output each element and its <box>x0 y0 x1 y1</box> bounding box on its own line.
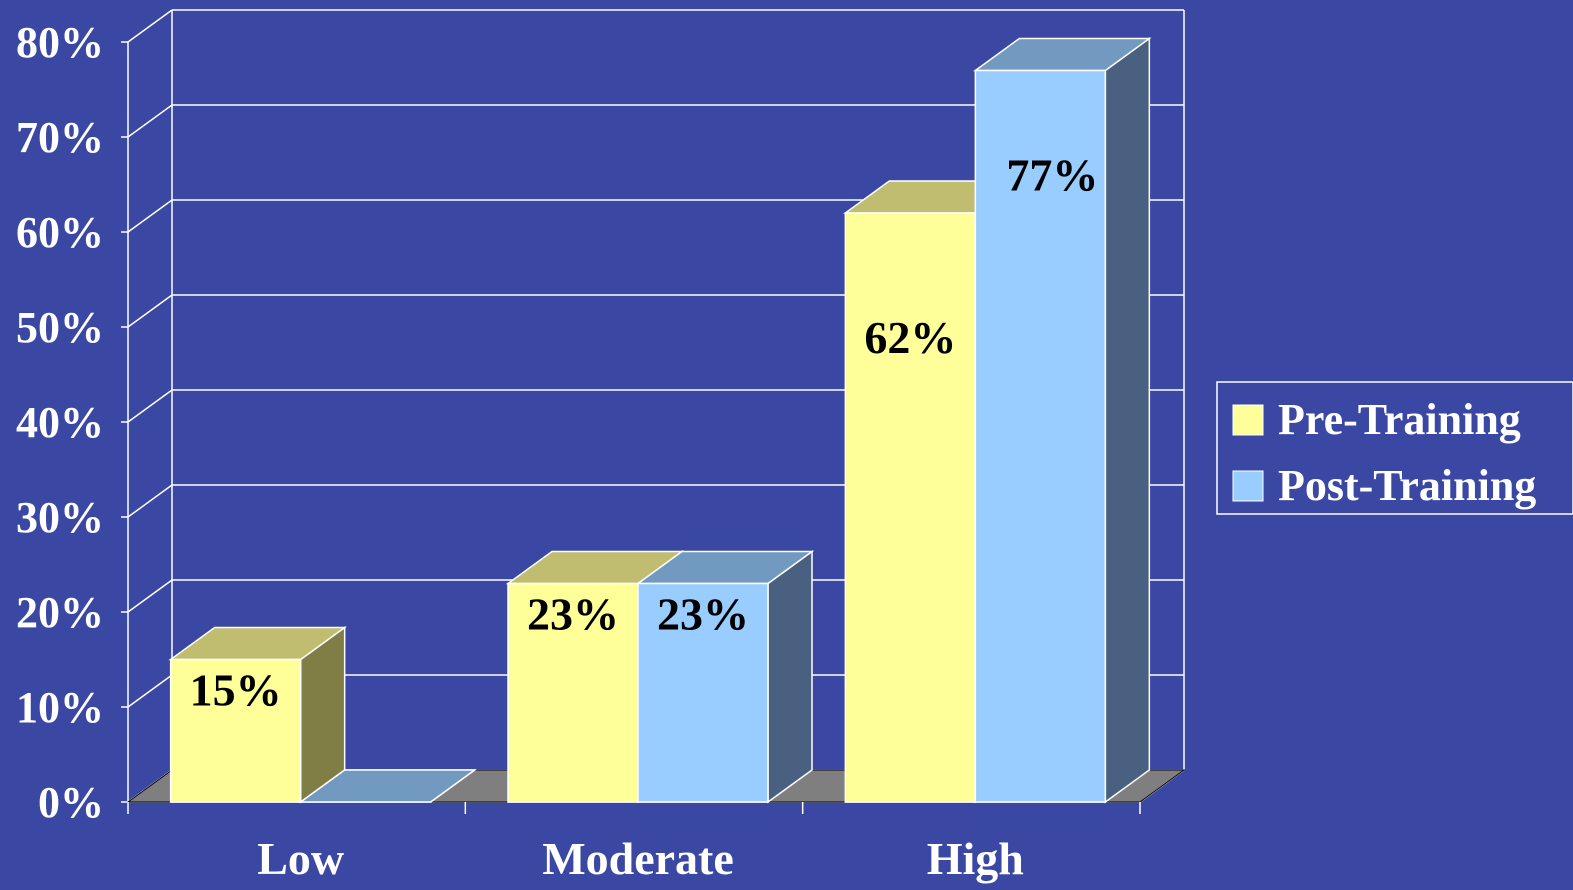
wall-gridline <box>127 484 173 518</box>
bar-front <box>507 582 639 803</box>
wall-gridline <box>127 674 173 708</box>
y-tick-label: 70% <box>16 113 104 162</box>
bar-front <box>169 658 302 803</box>
wall-gridline <box>127 199 173 233</box>
y-tick-label: 10% <box>16 683 104 732</box>
wall-gridline <box>127 389 173 423</box>
bar-side <box>767 550 813 804</box>
wall-gridline <box>127 579 173 613</box>
y-tick-label: 20% <box>16 588 104 637</box>
bar-pre-training-low: 15% <box>168 626 347 804</box>
x-tick-label: Moderate <box>542 833 734 884</box>
legend-swatch <box>1232 470 1264 502</box>
y-tick-label: 30% <box>16 493 104 542</box>
y-tick-label: 50% <box>16 303 104 352</box>
legend-label: Post-Training <box>1278 461 1536 510</box>
wall-gridline <box>127 9 173 43</box>
y-tick-label: 40% <box>16 398 104 447</box>
data-label: 23% <box>527 589 619 640</box>
bar-front <box>974 69 1107 803</box>
wall-gridline <box>127 104 173 138</box>
bar-post-training-low <box>298 769 477 803</box>
y-tick-label: 80% <box>16 18 104 67</box>
y-tick-label: 0% <box>38 778 104 827</box>
bar-top <box>298 769 477 803</box>
wall-gridline <box>127 294 173 328</box>
legend-swatch <box>1232 404 1264 436</box>
data-label: 62% <box>864 312 956 363</box>
bar-front <box>637 582 769 803</box>
x-tick-label: High <box>927 833 1024 884</box>
legend-label: Pre-Training <box>1278 395 1521 444</box>
x-tick-label: Low <box>257 833 344 884</box>
bar-side <box>1104 37 1151 804</box>
data-label: 15% <box>190 665 282 716</box>
y-tick-label: 60% <box>16 208 104 257</box>
data-label: 77% <box>1006 150 1098 201</box>
bar-post-training-moderate: 23% <box>635 550 815 804</box>
bar-front <box>844 212 977 803</box>
legend-box <box>1216 381 1573 515</box>
bar-post-training-high: 77% <box>973 37 1152 804</box>
legend: Pre-Training Post-Training <box>1216 381 1573 515</box>
data-label: 23% <box>657 589 749 640</box>
